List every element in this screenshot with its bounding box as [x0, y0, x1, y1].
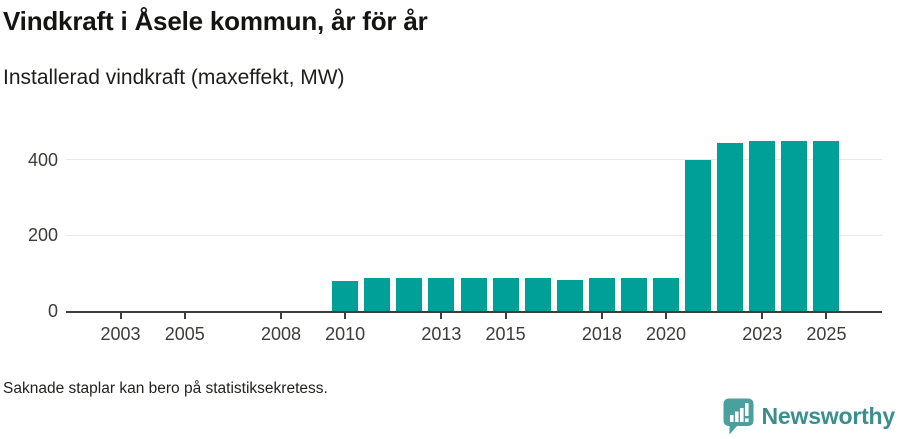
x-tick-mark-2015	[504, 313, 507, 319]
bar-2019	[620, 277, 647, 311]
newsworthy-brand: Newsworthy	[722, 397, 895, 436]
x-tick-label-2020: 2020	[645, 324, 687, 344]
x-tick-label-2015: 2015	[485, 324, 526, 344]
x-tick-mark-2008	[279, 313, 282, 319]
x-tick-label-2023: 2023	[742, 324, 783, 344]
chart-title: Vindkraft i Åsele kommun, år för år	[3, 6, 428, 36]
bar-2011	[364, 278, 391, 311]
bar-2022	[717, 143, 744, 311]
x-tick-label-2013: 2013	[421, 324, 462, 344]
y-tick-label-400: 400	[27, 149, 58, 170]
x-tick-mark-2003	[119, 313, 122, 319]
x-tick-mark-2013	[440, 313, 443, 319]
x-tick-label-2018: 2018	[581, 324, 622, 344]
y-tick-label-200: 200	[27, 225, 58, 246]
bar-2012	[396, 278, 423, 311]
bar-2024	[781, 140, 808, 311]
bar-2016	[524, 278, 551, 311]
bar-2010	[332, 281, 359, 311]
bar-2014	[460, 278, 487, 311]
brand-name: Newsworthy	[761, 403, 896, 429]
x-tick-label-2025: 2025	[806, 324, 847, 344]
bar-2020	[653, 277, 680, 311]
bar-2013	[428, 278, 455, 311]
bar-2015	[492, 278, 519, 311]
x-tick-mark-2018	[600, 313, 603, 319]
gridline-200	[66, 234, 882, 236]
bar-2017	[556, 279, 583, 311]
bar-2021	[685, 160, 712, 311]
bar-2023	[749, 140, 776, 311]
x-tick-label-2003: 2003	[100, 324, 141, 344]
x-tick-label-2005: 2005	[164, 324, 205, 344]
footnote: Saknade staplar kan bero på statistiksek…	[3, 380, 328, 397]
gridline-400	[66, 159, 882, 161]
chart-subtitle: Installerad vindkraft (maxeffekt, MW)	[3, 66, 345, 89]
x-tick-mark-2023	[761, 313, 764, 319]
x-tick-mark-2025	[825, 313, 828, 319]
x-tick-mark-2020	[665, 313, 668, 319]
y-tick-label-0: 0	[47, 301, 58, 321]
x-tick-mark-2005	[183, 313, 186, 319]
x-tick-label-2008: 2008	[260, 324, 301, 344]
bar-2018	[588, 277, 615, 311]
x-tick-label-2010: 2010	[325, 324, 366, 344]
newsworthy-logo-icon	[723, 398, 754, 435]
x-axis-line	[66, 311, 882, 313]
x-tick-mark-2010	[344, 313, 347, 319]
bar-2025	[813, 140, 840, 311]
